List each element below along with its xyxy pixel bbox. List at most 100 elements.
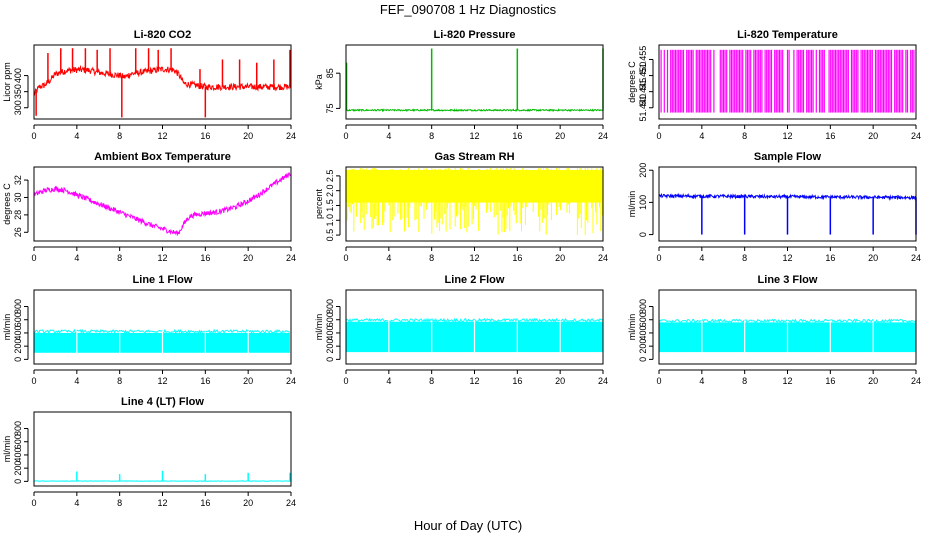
x-tick-label: 12 [157, 253, 167, 263]
panel-title: Line 4 (LT) Flow [121, 396, 204, 408]
x-tick-label: 8 [429, 376, 434, 386]
x-tick-label: 0 [656, 131, 661, 141]
x-tick-label: 8 [742, 253, 747, 263]
x-tick-label: 4 [74, 253, 79, 263]
y-tick-label: 51.455 [638, 46, 648, 74]
series-line-3-flow [658, 318, 917, 354]
x-tick-label: 4 [699, 253, 704, 263]
y-tick-label: 30 [13, 192, 23, 202]
x-tick-label: 8 [742, 131, 747, 141]
panel-sample-flow: Sample Flow ml/min 0 4 8 12 16 20 24 0 100 200 [627, 151, 921, 263]
y-tick-label: 0 [638, 232, 648, 237]
x-axis: 0 4 8 12 16 20 24 [343, 369, 608, 386]
y-axis-label: ml/min [627, 314, 637, 341]
x-tick-label: 12 [157, 376, 167, 386]
panel-line-3-flow: Line 3 Flow ml/min 0 4 8 12 16 20 24 0 20040060080… [627, 274, 921, 386]
y-axis-label: ml/min [2, 314, 12, 341]
x-axis: 0 4 8 12 16 20 24 [31, 246, 296, 263]
y-tick-label: 26 [13, 227, 23, 237]
y-tick-label: 28 [13, 210, 23, 220]
y-tick-label: 400 [325, 325, 335, 340]
y-tick-label: 200 [638, 163, 648, 178]
y-tick-label: 32 [13, 175, 23, 185]
x-tick-label: 4 [699, 376, 704, 386]
y-axis: 0.5 1.0 1.5 2.02.5 [325, 170, 341, 241]
x-axis: 0 4 8 12 16 20 24 [343, 124, 608, 141]
y-tick-label: 51.440 [638, 94, 648, 122]
x-tick-label: 16 [825, 376, 835, 386]
y-tick-label: 200 [325, 339, 335, 354]
x-tick-label: 20 [243, 253, 253, 263]
plot-frame [658, 44, 917, 120]
x-tick-label: 12 [157, 131, 167, 141]
x-tick-label: 16 [825, 253, 835, 263]
x-axis: 0 4 8 12 16 20 24 [31, 124, 296, 141]
y-tick-label: 800 [638, 299, 648, 314]
x-tick-label: 16 [512, 376, 522, 386]
panel-title: Ambient Box Temperature [94, 151, 231, 163]
plot-frame [345, 44, 604, 120]
series-line-4-lt-flow [33, 470, 292, 482]
series-line [33, 64, 292, 96]
plot-frame [345, 289, 604, 365]
series-line [345, 108, 604, 113]
x-tick-label: 20 [555, 376, 565, 386]
y-tick-label: 400 [13, 68, 23, 83]
y-tick-label: 200 [638, 339, 648, 354]
x-tick-label: 24 [286, 498, 296, 508]
x-tick-label: 20 [243, 131, 253, 141]
panel-title: Li-820 Temperature [737, 29, 838, 41]
x-tick-label: 0 [656, 253, 661, 263]
panel-ambient-box-temperature: Ambient Box Temperature degrees C 0 4 8 12 16 2… [2, 151, 296, 263]
y-tick-label: 75 [325, 103, 335, 113]
y-axis-label: ml/min [627, 191, 637, 218]
y-tick-label: 51.445 [638, 78, 648, 106]
y-tick-label: 400 [13, 447, 23, 462]
x-tick-label: 12 [469, 253, 479, 263]
series-li-820-pressure [345, 48, 604, 113]
x-tick-label: 0 [343, 376, 348, 386]
plot-frame [33, 166, 292, 242]
x-tick-label: 4 [74, 498, 79, 508]
y-tick-label: 0 [638, 357, 648, 362]
y-tick-label: 350 [13, 84, 23, 99]
x-tick-label: 20 [868, 253, 878, 263]
y-tick-label: 600 [325, 312, 335, 327]
x-tick-label: 12 [469, 131, 479, 141]
x-tick-label: 16 [200, 131, 210, 141]
x-tick-label: 0 [31, 498, 36, 508]
x-tick-label: 20 [243, 498, 253, 508]
x-tick-label: 24 [286, 253, 296, 263]
series-line-1-flow [33, 328, 291, 354]
series-line-2-flow [345, 317, 604, 354]
panel-line-2-flow: Line 2 Flow ml/min 0 4 8 12 16 20 24 0 20040060080… [314, 274, 608, 386]
x-tick-label: 16 [512, 253, 522, 263]
y-tick-label: 400 [638, 325, 648, 340]
series-line [658, 192, 917, 201]
x-tick-label: 0 [343, 253, 348, 263]
x-tick-label: 16 [200, 376, 210, 386]
y-tick-label: 400 [13, 325, 23, 340]
x-tick-label: 8 [117, 376, 122, 386]
x-tick-label: 20 [243, 376, 253, 386]
x-tick-label: 8 [117, 253, 122, 263]
x-tick-label: 0 [31, 376, 36, 386]
x-axis: 0 4 8 12 16 20 24 [31, 369, 296, 386]
y-tick-label: 600 [638, 312, 648, 327]
y-tick-label: 0 [325, 357, 335, 362]
y-axis-label: degrees C [2, 183, 12, 225]
x-tick-label: 20 [868, 131, 878, 141]
x-tick-label: 24 [911, 131, 921, 141]
x-tick-label: 8 [117, 131, 122, 141]
x-tick-label: 12 [782, 131, 792, 141]
y-tick-label: 600 [13, 434, 23, 449]
y-tick-label: 800 [325, 299, 335, 314]
panel-li-820-temperature: Li-820 Temperature degrees C 0 4 8 12 16 20 24 51… [627, 29, 921, 141]
y-tick-label: 800 [13, 299, 23, 314]
y-tick-label: 85 [325, 68, 335, 78]
panel-gas-stream-rh: Gas Stream RH percent 0 4 8 12 16 20 24 0.5 1.0 1.5… [314, 151, 608, 263]
x-tick-label: 16 [825, 131, 835, 141]
x-tick-label: 8 [742, 376, 747, 386]
